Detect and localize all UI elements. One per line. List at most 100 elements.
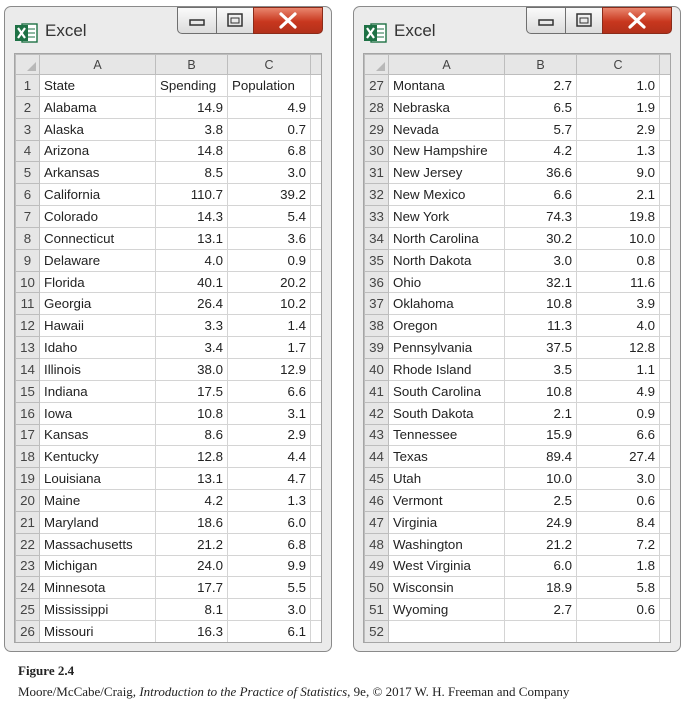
cell-empty[interactable] <box>310 314 321 338</box>
cell-spending[interactable]: 17.7 <box>155 576 228 600</box>
cell-state[interactable]: Washington <box>388 532 505 556</box>
row-header[interactable]: 20 <box>15 489 40 512</box>
minimize-button[interactable] <box>177 7 217 34</box>
cell-spending[interactable]: 10.8 <box>504 379 577 403</box>
cell-spending[interactable]: 14.3 <box>155 205 228 228</box>
cell-population[interactable]: 0.8 <box>576 248 660 272</box>
cell-state[interactable]: Connecticut <box>39 226 156 250</box>
cell-state[interactable]: Iowa <box>39 401 156 425</box>
row-header[interactable]: 4 <box>15 139 40 163</box>
cell-empty[interactable] <box>310 95 321 119</box>
cell-empty[interactable] <box>659 226 670 250</box>
cell-state[interactable]: New York <box>388 205 505 228</box>
row-header[interactable]: 49 <box>364 554 389 578</box>
select-all-corner[interactable] <box>364 54 389 75</box>
cell-state[interactable]: Arkansas <box>39 161 156 185</box>
cell-spending[interactable]: 2.5 <box>504 489 577 512</box>
cell-spending[interactable]: 13.1 <box>155 226 228 250</box>
cell-empty[interactable] <box>659 510 670 534</box>
cell-spending[interactable]: 110.7 <box>155 183 228 207</box>
cell-state[interactable]: Oklahoma <box>388 292 505 316</box>
cell-spending[interactable]: 4.0 <box>155 248 228 272</box>
cell-spending[interactable]: 3.8 <box>155 117 228 141</box>
cell-spending[interactable]: 24.0 <box>155 554 228 578</box>
cell-population[interactable]: 5.8 <box>576 576 660 600</box>
row-header[interactable]: 36 <box>364 270 389 294</box>
spreadsheet-grid[interactable]: A B C 27 Montana 2.7 1.0 28 Nebraska 6.5 1.9 29 Neva… <box>363 53 671 643</box>
cell-spending[interactable]: 5.7 <box>504 117 577 141</box>
cell-empty[interactable] <box>310 554 321 578</box>
cell-state[interactable]: Delaware <box>39 248 156 272</box>
cell-spending[interactable]: 14.8 <box>155 139 228 163</box>
cell-empty[interactable] <box>659 423 670 447</box>
cell-empty[interactable] <box>310 379 321 403</box>
cell-empty[interactable] <box>310 510 321 534</box>
cell-spending[interactable]: 74.3 <box>504 205 577 228</box>
cell-state[interactable]: Ohio <box>388 270 505 294</box>
row-header[interactable]: 26 <box>15 620 40 642</box>
cell-state[interactable]: Alaska <box>39 117 156 141</box>
cell-population[interactable]: 39.2 <box>227 183 311 207</box>
row-header[interactable]: 35 <box>364 248 389 272</box>
cell-population[interactable]: 3.9 <box>576 292 660 316</box>
cell-empty[interactable] <box>659 314 670 338</box>
close-button[interactable] <box>602 7 672 34</box>
cell-state[interactable]: Missouri <box>39 620 156 642</box>
cell-spending[interactable]: 4.2 <box>504 139 577 163</box>
cell-state[interactable]: Vermont <box>388 489 505 512</box>
cell-population[interactable]: 6.6 <box>227 379 311 403</box>
column-header-a[interactable]: A <box>39 54 156 75</box>
cell-state[interactable]: West Virginia <box>388 554 505 578</box>
cell-population[interactable]: 11.6 <box>576 270 660 294</box>
cell-spending[interactable]: 10.0 <box>504 467 577 491</box>
cell-population[interactable]: 2.1 <box>576 183 660 207</box>
row-header[interactable]: 6 <box>15 183 40 207</box>
cell-population[interactable]: 20.2 <box>227 270 311 294</box>
cell-state[interactable]: Nebraska <box>388 95 505 119</box>
cell-empty[interactable] <box>659 467 670 491</box>
row-header[interactable]: 18 <box>15 445 40 469</box>
row-header[interactable]: 5 <box>15 161 40 185</box>
row-header[interactable]: 48 <box>364 532 389 556</box>
title-bar[interactable]: Excel <box>354 7 680 51</box>
cell-population[interactable]: 1.8 <box>576 554 660 578</box>
cell-state[interactable]: Georgia <box>39 292 156 316</box>
cell-empty[interactable] <box>659 292 670 316</box>
cell-empty[interactable] <box>659 336 670 359</box>
cell-population[interactable]: 3.6 <box>227 226 311 250</box>
column-header-c[interactable]: C <box>227 54 311 75</box>
cell-spending[interactable]: 38.0 <box>155 357 228 381</box>
cell-empty[interactable] <box>659 95 670 119</box>
row-header[interactable]: 10 <box>15 270 40 294</box>
cell-state[interactable]: Oregon <box>388 314 505 338</box>
cell-empty[interactable] <box>659 357 670 381</box>
cell-empty[interactable] <box>659 270 670 294</box>
cell-empty[interactable] <box>310 357 321 381</box>
cell-empty[interactable] <box>659 205 670 228</box>
cell-state[interactable]: New Mexico <box>388 183 505 207</box>
cell-empty[interactable] <box>659 74 670 97</box>
cell-population[interactable]: 1.7 <box>227 336 311 359</box>
cell-population[interactable]: 3.0 <box>576 467 660 491</box>
cell-state[interactable]: California <box>39 183 156 207</box>
cell-state[interactable]: Louisiana <box>39 467 156 491</box>
row-header[interactable]: 21 <box>15 510 40 534</box>
cell-spending[interactable]: 10.8 <box>504 292 577 316</box>
cell-population[interactable]: 0.7 <box>227 117 311 141</box>
cell-population[interactable]: 3.0 <box>227 161 311 185</box>
row-header[interactable]: 12 <box>15 314 40 338</box>
row-header[interactable]: 39 <box>364 336 389 359</box>
cell-spending[interactable]: 18.9 <box>504 576 577 600</box>
cell-state[interactable]: Hawaii <box>39 314 156 338</box>
minimize-button[interactable] <box>526 7 566 34</box>
cell-spending[interactable]: 6.0 <box>504 554 577 578</box>
row-header[interactable]: 23 <box>15 554 40 578</box>
cell-empty[interactable] <box>310 423 321 447</box>
cell-population[interactable]: 9.9 <box>227 554 311 578</box>
row-header[interactable]: 9 <box>15 248 40 272</box>
cell-empty[interactable] <box>659 532 670 556</box>
row-header[interactable]: 16 <box>15 401 40 425</box>
cell-state[interactable]: Pennsylvania <box>388 336 505 359</box>
header-cell-population[interactable]: Population <box>227 74 311 97</box>
row-header[interactable]: 17 <box>15 423 40 447</box>
